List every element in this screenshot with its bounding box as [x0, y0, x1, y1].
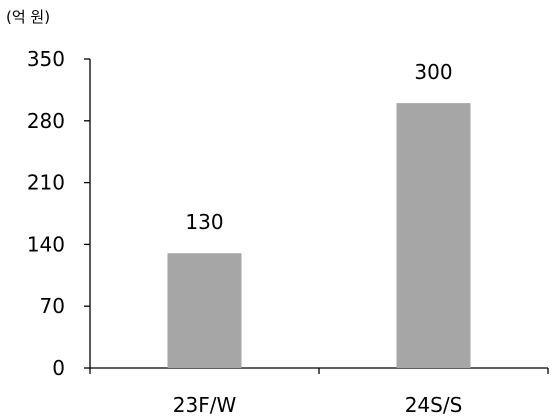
- y-tick-label: 140: [27, 232, 65, 256]
- data-label: 130: [185, 210, 223, 234]
- bar-1: [167, 253, 242, 368]
- category-label: 23F/W: [173, 393, 237, 417]
- bar-2: [396, 103, 471, 369]
- y-tick-label: 0: [52, 356, 65, 380]
- y-tick-label: 210: [27, 171, 65, 195]
- unit-label: (억 원): [6, 8, 51, 26]
- category-label: 24S/S: [405, 393, 463, 417]
- y-tick-label: 350: [27, 47, 65, 71]
- data-label: 300: [414, 60, 452, 84]
- y-tick-label: 280: [27, 109, 65, 133]
- y-tick-label: 70: [40, 294, 65, 318]
